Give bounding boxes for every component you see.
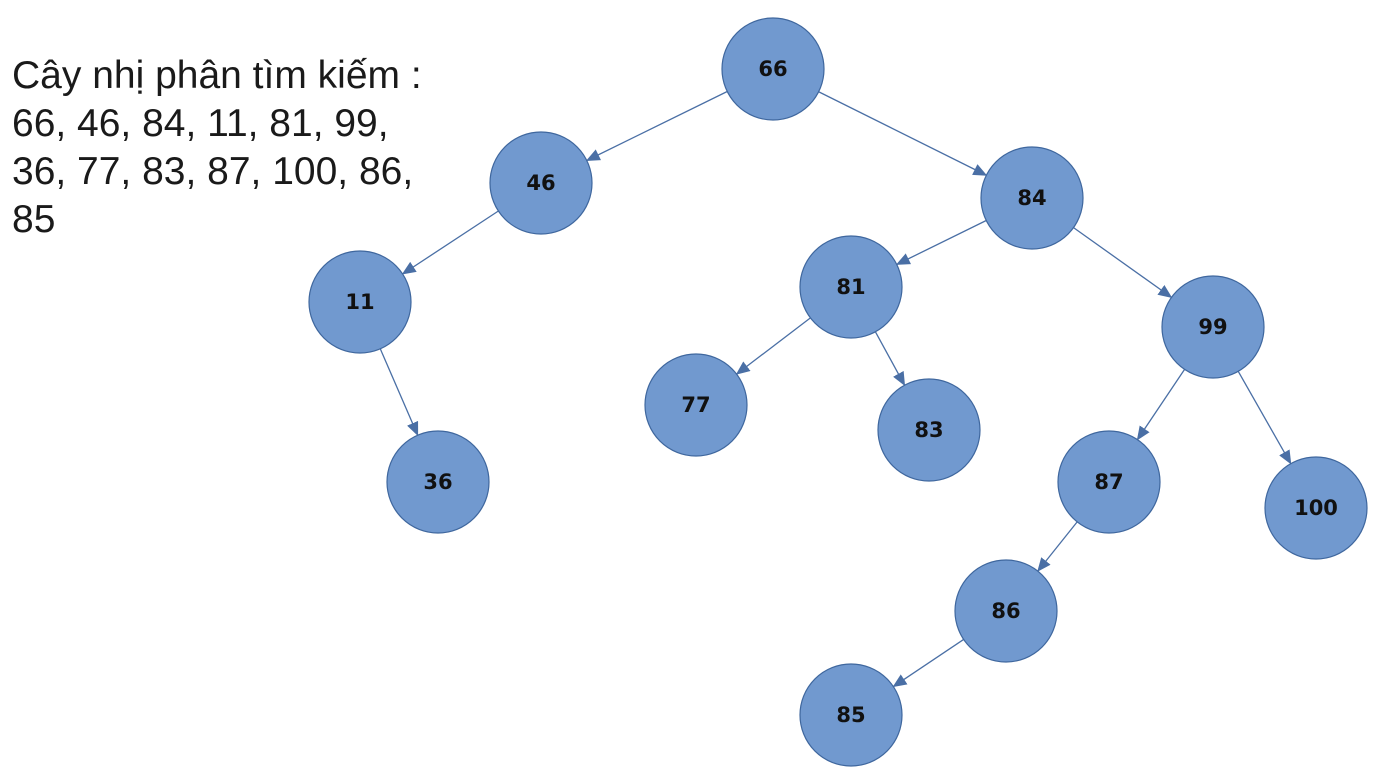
caption-line-1: 66, 46, 84, 11, 81, 99,: [12, 102, 389, 145]
node-circle-66: [721, 17, 825, 121]
node-81: 81: [799, 235, 903, 339]
node-label-87: 87: [1094, 470, 1123, 494]
node-label-86: 86: [991, 599, 1020, 623]
caption-title: Cây nhị phân tìm kiếm :: [12, 54, 422, 97]
node-circle-77: [644, 353, 748, 457]
node-label-77: 77: [681, 393, 710, 417]
node-86: 86: [954, 559, 1058, 663]
node-46: 46: [489, 131, 593, 235]
node-66: 66: [721, 17, 825, 121]
node-circle-85: [799, 663, 903, 767]
node-77: 77: [644, 353, 748, 457]
node-label-11: 11: [345, 290, 374, 314]
node-99: 99: [1161, 275, 1265, 379]
edge-66-46: [585, 90, 728, 162]
edges: [379, 90, 1292, 688]
edge-11-36: [379, 348, 419, 437]
edge-99-87: [1136, 368, 1186, 441]
nodes: 66 46 84 11 36 81 99 77 83 87 100 86 85: [308, 17, 1368, 767]
node-label-81: 81: [836, 275, 865, 299]
edge-81-83: [874, 331, 906, 387]
node-11: 11: [308, 250, 412, 354]
caption-line-3: 85: [12, 198, 56, 241]
edge-87-86: [1037, 521, 1078, 572]
node-label-85: 85: [836, 703, 865, 727]
node-circle-86: [954, 559, 1058, 663]
caption: Cây nhị phân tìm kiếm : 66, 46, 84, 11, …: [12, 52, 482, 244]
node-circle-87: [1057, 430, 1161, 534]
edge-81-77: [735, 317, 811, 375]
node-label-36: 36: [423, 470, 452, 494]
edge-84-99: [1073, 227, 1173, 298]
node-85: 85: [799, 663, 903, 767]
node-label-99: 99: [1198, 315, 1227, 339]
node-circle-46: [489, 131, 593, 235]
node-circle-84: [980, 146, 1084, 250]
node-circle-99: [1161, 275, 1265, 379]
caption-line-2: 36, 77, 83, 87, 100, 86,: [12, 150, 414, 193]
node-circle-11: [308, 250, 412, 354]
node-circle-100: [1264, 456, 1368, 560]
node-label-83: 83: [914, 418, 943, 442]
node-87: 87: [1057, 430, 1161, 534]
node-circle-81: [799, 235, 903, 339]
node-36: 36: [386, 430, 490, 534]
node-label-46: 46: [526, 171, 555, 195]
edge-99-100: [1237, 371, 1292, 465]
edge-84-81: [895, 219, 987, 266]
edge-66-84: [818, 91, 988, 176]
node-83: 83: [877, 378, 981, 482]
edge-46-11: [401, 210, 499, 275]
node-circle-36: [386, 430, 490, 534]
node-circle-83: [877, 378, 981, 482]
node-84: 84: [980, 146, 1084, 250]
node-100: 100: [1264, 456, 1368, 560]
node-label-66: 66: [758, 57, 787, 81]
node-label-84: 84: [1017, 186, 1046, 210]
node-label-100: 100: [1294, 496, 1338, 520]
edge-86-85: [892, 638, 965, 688]
